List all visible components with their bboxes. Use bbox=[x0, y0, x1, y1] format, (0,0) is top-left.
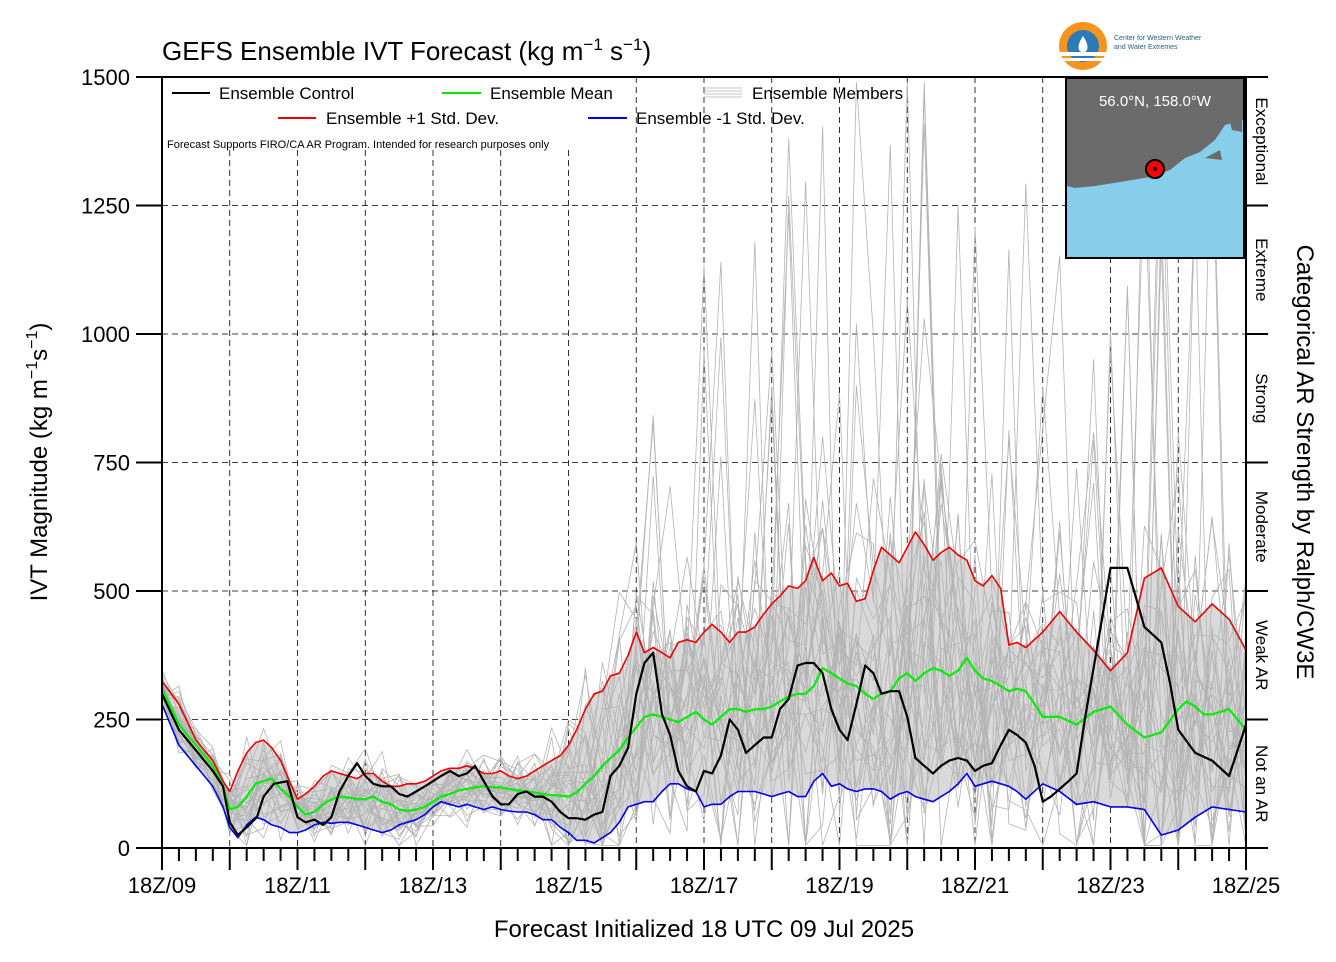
legend-label-members: Ensemble Members bbox=[752, 84, 903, 103]
y-tick-label: 750 bbox=[93, 451, 130, 476]
category-label: Exceptional bbox=[1252, 97, 1271, 185]
x-tick-label: 18Z/17 bbox=[670, 873, 739, 898]
x-tick-label: 18Z/19 bbox=[805, 873, 874, 898]
category-label: Not an AR bbox=[1252, 745, 1271, 823]
category-label: Extreme bbox=[1252, 238, 1271, 301]
y-tick-label: 0 bbox=[118, 836, 130, 861]
member-line bbox=[161, 181, 1247, 847]
legend-label-control: Ensemble Control bbox=[219, 84, 354, 103]
right-axis-label: Categorical AR Strength by Ralph/CW3E bbox=[1291, 245, 1318, 680]
inset-location: 56.0°N, 158.0°W bbox=[1099, 93, 1212, 110]
member-line bbox=[161, 359, 1247, 847]
x-tick-label: 18Z/13 bbox=[399, 873, 468, 898]
logo-text-line2: and Water Extremes bbox=[1114, 44, 1178, 51]
category-label: Weak AR bbox=[1252, 620, 1271, 691]
x-tick-label: 18Z/23 bbox=[1076, 873, 1145, 898]
x-axis-label: Forecast Initialized 18 UTC 09 Jul 2025 bbox=[494, 916, 914, 943]
inset-map: 56.0°N, 158.0°W bbox=[1065, 77, 1245, 259]
member-line bbox=[161, 173, 1247, 847]
legend-label-plus: Ensemble +1 Std. Dev. bbox=[326, 109, 499, 128]
logo-text-line1: Center for Western Weather bbox=[1114, 35, 1202, 42]
series-line-control bbox=[161, 566, 1248, 837]
x-tick-label: 18Z/25 bbox=[1212, 873, 1281, 898]
member-line bbox=[161, 124, 1247, 846]
member-line bbox=[161, 299, 1247, 846]
member-line bbox=[161, 285, 1247, 847]
inset-land bbox=[1067, 79, 1243, 188]
x-tick-label: 18Z/21 bbox=[941, 873, 1010, 898]
x-tick-label: 18Z/09 bbox=[128, 873, 197, 898]
series-line-mean bbox=[161, 656, 1247, 816]
legend: Ensemble Control Ensemble Mean Ensemble … bbox=[167, 84, 903, 151]
category-label: Moderate bbox=[1252, 491, 1271, 563]
member-line bbox=[161, 82, 1247, 846]
y-tick-label: 1250 bbox=[81, 194, 130, 219]
member-line bbox=[161, 249, 1247, 846]
legend-label-minus: Ensemble -1 Std. Dev. bbox=[636, 109, 805, 128]
member-line bbox=[161, 432, 1247, 846]
logo-drop-icon bbox=[1078, 36, 1088, 53]
cw3e-logo: Center for Western Weather and Water Ext… bbox=[1059, 22, 1202, 70]
member-line bbox=[161, 349, 1247, 847]
x-tick-label: 18Z/15 bbox=[534, 873, 603, 898]
series-lines bbox=[161, 531, 1248, 844]
research-note: Forecast Supports FIRO/CA AR Program. In… bbox=[167, 139, 550, 151]
y-tick-label: 250 bbox=[93, 708, 130, 733]
member-line bbox=[161, 82, 1247, 846]
category-scale: Exceptional Extreme Strong Moderate Weak AR N… bbox=[1252, 97, 1271, 822]
y-tick-label: 1000 bbox=[81, 322, 130, 347]
legend-label-mean: Ensemble Mean bbox=[490, 84, 613, 103]
series-line-plus bbox=[161, 531, 1247, 801]
x-tick-label: 18Z/11 bbox=[264, 873, 331, 898]
y-axis-label: IVT Magnitude (kg m−1s−1) bbox=[24, 323, 53, 602]
legend-swatch-members bbox=[704, 87, 742, 98]
category-label: Strong bbox=[1252, 373, 1271, 423]
member-line bbox=[161, 386, 1247, 836]
chart-title: GEFS Ensemble IVT Forecast (kg m−1 s−1) bbox=[162, 35, 651, 66]
series-line-minus bbox=[161, 703, 1247, 844]
y-tick-label: 500 bbox=[93, 579, 130, 604]
member-line bbox=[161, 144, 1247, 847]
y-tick-label: 1500 bbox=[81, 65, 130, 90]
